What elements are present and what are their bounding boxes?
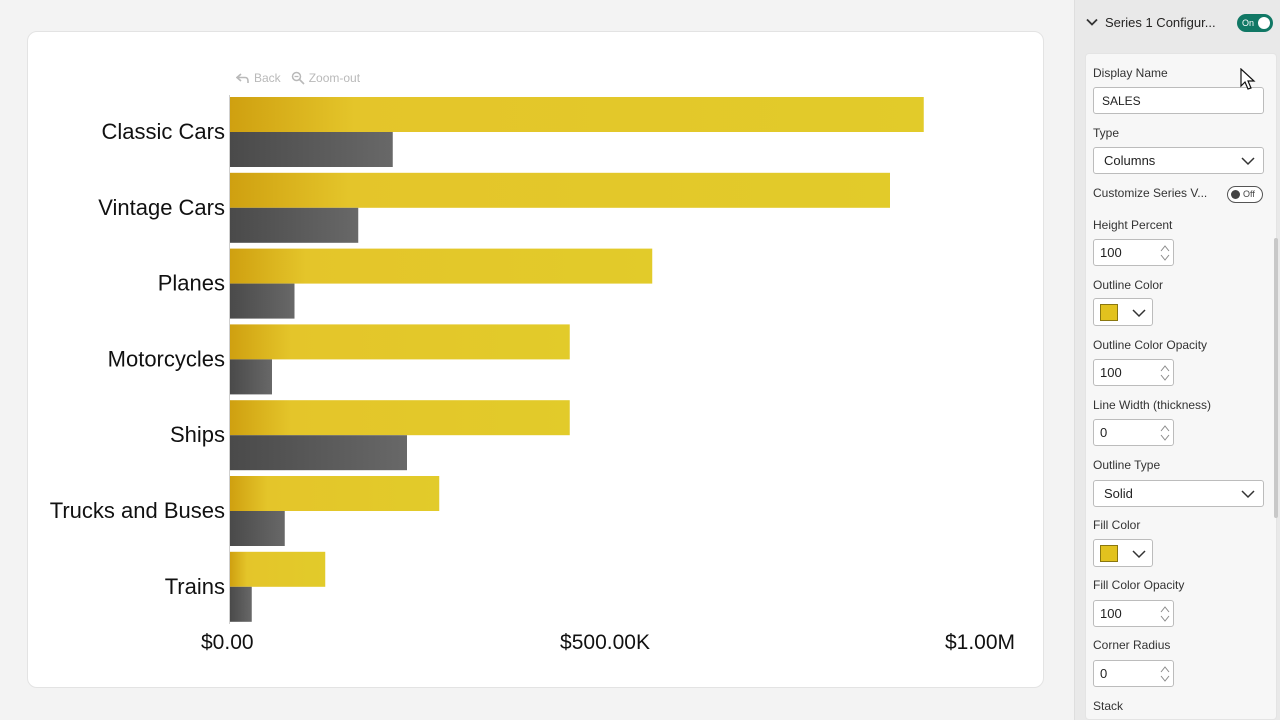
fill-color-label: Fill Color (1093, 518, 1141, 532)
height-percent-label: Height Percent (1093, 218, 1173, 232)
outline-type-select[interactable]: Solid (1093, 480, 1264, 507)
zoom-out-label: Zoom-out (308, 71, 361, 85)
chevron-down-icon (1241, 157, 1255, 166)
bar-trucks-and-buses-series-1[interactable] (230, 476, 440, 511)
outline-opacity-label: Outline Color Opacity (1093, 338, 1208, 352)
outline-color-picker[interactable] (1093, 298, 1153, 326)
back-label: Back (254, 71, 281, 85)
back-arrow-icon (236, 73, 249, 83)
bar-ships-series-2[interactable] (230, 435, 407, 471)
display-name-label: Display Name (1093, 66, 1168, 80)
type-select-value: Columns (1104, 153, 1156, 168)
category-label: Ships (170, 422, 225, 447)
stack-label: Stack (1093, 699, 1124, 713)
bar-trains-series-1[interactable] (230, 551, 326, 587)
outline-type-value: Solid (1104, 486, 1133, 501)
category-label: Planes (158, 271, 225, 296)
series-config-toggle[interactable]: On (1237, 14, 1273, 32)
display-name-input[interactable]: SALES (1093, 87, 1264, 114)
type-label: Type (1093, 126, 1120, 140)
zoom-out-icon (291, 71, 305, 85)
type-select[interactable]: Columns (1093, 147, 1264, 174)
bar-ships-series-1[interactable] (230, 400, 570, 436)
fill-color-picker[interactable] (1093, 539, 1153, 567)
line-width-label: Line Width (thickness) (1093, 398, 1212, 412)
toggle-on-label: On (1242, 18, 1255, 28)
fill-opacity-label: Fill Color Opacity (1093, 578, 1185, 592)
corner-radius-stepper[interactable]: 0 (1093, 660, 1174, 687)
x-tick-label: $500.00K (560, 631, 650, 654)
toggle-knob (1231, 190, 1240, 199)
bar-classic-cars-series-2[interactable] (230, 132, 393, 167)
category-label: Vintage Cars (98, 195, 225, 220)
height-percent-stepper[interactable]: 100 (1093, 239, 1174, 266)
bar-trains-series-2[interactable] (230, 586, 252, 622)
back-button[interactable]: Back (236, 71, 281, 85)
outline-type-label: Outline Type (1093, 458, 1161, 472)
chart-toolbar: Back Zoom-out (236, 71, 360, 85)
outline-opacity-stepper[interactable]: 100 (1093, 359, 1174, 386)
outline-color-label: Outline Color (1093, 278, 1164, 292)
corner-radius-value: 0 (1100, 666, 1108, 681)
bar-planes-series-2[interactable] (230, 283, 295, 319)
stepper-arrows-icon[interactable] (1160, 604, 1170, 624)
customize-series-label: Customize Series V... (1093, 186, 1208, 200)
height-percent-value: 100 (1100, 245, 1122, 260)
bar-chart: Classic Cars Vintage Cars Planes Motorcycle… (50, 95, 1015, 654)
panel-scrollbar[interactable] (1274, 238, 1278, 518)
line-width-stepper[interactable]: 0 (1093, 419, 1174, 446)
bar-motorcycles-series-2[interactable] (230, 359, 272, 395)
category-label: Trains (165, 574, 225, 599)
toggle-knob (1258, 17, 1270, 29)
x-tick-label: $1.00M (945, 631, 1015, 654)
series-config-header[interactable]: Series 1 Configur... On (1075, 0, 1280, 44)
bar-motorcycles-series-1[interactable] (230, 324, 570, 360)
fill-opacity-value: 100 (1100, 606, 1122, 621)
chart-card (27, 31, 1044, 688)
stepper-arrows-icon[interactable] (1160, 363, 1170, 383)
category-label: Classic Cars (102, 119, 225, 144)
x-tick-label: $0.00 (201, 631, 254, 654)
zoom-out-button[interactable]: Zoom-out (291, 71, 360, 85)
category-label: Motorcycles (108, 346, 225, 371)
stepper-arrows-icon[interactable] (1160, 243, 1170, 263)
outline-color-swatch (1100, 304, 1118, 321)
customize-series-toggle[interactable]: Off (1227, 186, 1263, 203)
chevron-down-icon (1241, 490, 1255, 499)
line-width-value: 0 (1100, 425, 1108, 440)
bar-classic-cars-series-1[interactable] (230, 97, 924, 132)
bar-planes-series-1[interactable] (230, 248, 653, 284)
bar-vintage-cars-series-2[interactable] (230, 207, 359, 243)
series-config-title: Series 1 Configur... (1105, 14, 1216, 30)
mouse-cursor-icon (1240, 68, 1256, 90)
bar-trucks-and-buses-series-2[interactable] (230, 511, 285, 546)
outline-opacity-value: 100 (1100, 365, 1122, 380)
bar-vintage-cars-series-1[interactable] (230, 172, 890, 208)
category-label: Trucks and Buses (50, 498, 225, 523)
chevron-down-icon (1132, 309, 1146, 318)
stepper-arrows-icon[interactable] (1160, 664, 1170, 684)
fill-opacity-stepper[interactable]: 100 (1093, 600, 1174, 627)
fill-color-swatch (1100, 545, 1118, 562)
chevron-down-icon (1132, 550, 1146, 559)
stepper-arrows-icon[interactable] (1160, 423, 1170, 443)
toggle-off-label: Off (1243, 189, 1255, 199)
corner-radius-label: Corner Radius (1093, 638, 1171, 652)
chevron-down-icon[interactable] (1085, 15, 1099, 29)
